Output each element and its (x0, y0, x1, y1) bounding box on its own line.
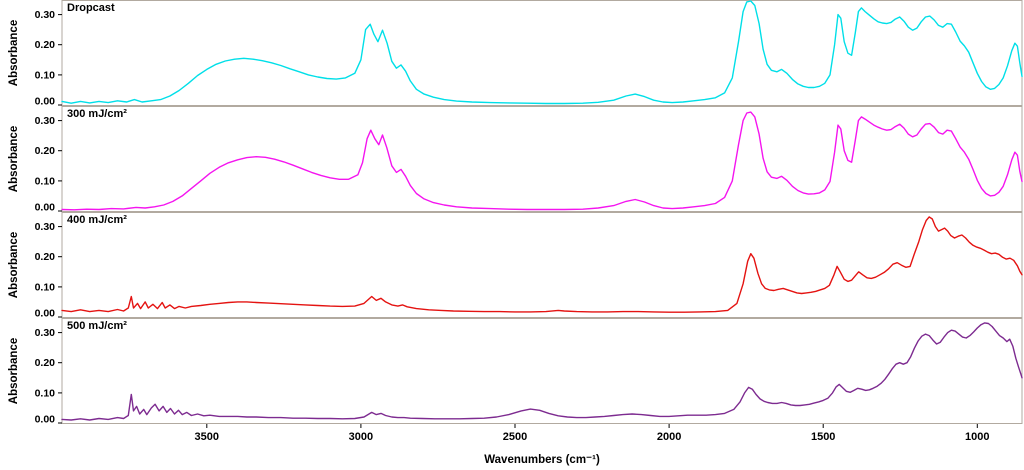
svg-text:0.10: 0.10 (35, 69, 56, 81)
y-axis-title: Absorbance (8, 231, 20, 299)
svg-text:0.20: 0.20 (35, 251, 56, 263)
svg-text:1000: 1000 (965, 431, 989, 443)
y-axis-title: Absorbance (8, 337, 20, 405)
spectrum-plot-500mj: 0.00 0.10 0.20 0.30 (35, 318, 1023, 425)
svg-text:0.10: 0.10 (35, 387, 56, 399)
spectrum-label-500mj: 500 mJ/cm² (67, 320, 127, 332)
svg-text:0.20: 0.20 (35, 145, 56, 157)
spectrum-panel-300mj: 0.00 0.10 0.20 0.30 Absorbance 300 mJ/cm² (0, 106, 1024, 212)
svg-text:0.00: 0.00 (35, 414, 56, 425)
svg-text:0.30: 0.30 (35, 9, 56, 21)
svg-text:0.10: 0.10 (35, 175, 56, 187)
svg-text:0.00: 0.00 (35, 96, 56, 107)
x-axis-title: Wavenumbers (cm⁻¹) (484, 454, 600, 466)
svg-text:0.20: 0.20 (35, 357, 56, 369)
svg-text:2500: 2500 (503, 431, 527, 443)
svg-text:3500: 3500 (195, 431, 219, 443)
svg-text:0.00: 0.00 (35, 202, 56, 213)
svg-text:0.30: 0.30 (35, 221, 56, 233)
spectrum-label-dropcast: Dropcast (67, 2, 115, 14)
y-axis-title: Absorbance (8, 19, 20, 87)
svg-text:0.10: 0.10 (35, 281, 56, 293)
spectrum-plot-400mj: 0.00 0.10 0.20 0.30 (35, 212, 1023, 319)
spectrum-panel-dropcast: 0.00 0.10 0.20 0.30 Absorbance Dropcast (0, 0, 1024, 106)
y-axis-title: Absorbance (8, 125, 20, 193)
svg-text:0.20: 0.20 (35, 39, 56, 51)
spectrum-plot-300mj: 0.00 0.10 0.20 0.30 (35, 106, 1023, 213)
svg-text:0.30: 0.30 (35, 115, 56, 127)
svg-text:0.30: 0.30 (35, 327, 56, 339)
spectrum-panel-500mj: 0.00 0.10 0.20 0.30 Absorbance 500 mJ/cm² (0, 318, 1024, 424)
x-axis: 3500 3000 2500 2000 1500 1000 Wavenumbers (cm… (0, 424, 1024, 470)
spectrum-label-400mj: 400 mJ/cm² (67, 214, 127, 226)
spectrum-label-300mj: 300 mJ/cm² (67, 108, 127, 120)
svg-text:1500: 1500 (811, 431, 835, 443)
svg-text:3000: 3000 (349, 431, 373, 443)
spectrum-panel-400mj: 0.00 0.10 0.20 0.30 Absorbance 400 mJ/cm² (0, 212, 1024, 318)
svg-text:0.00: 0.00 (35, 308, 56, 319)
spectrum-plot-dropcast: 0.00 0.10 0.20 0.30 (35, 0, 1023, 107)
svg-text:2000: 2000 (657, 431, 681, 443)
x-axis-ticks: 3500 3000 2500 2000 1500 1000 (195, 424, 990, 443)
